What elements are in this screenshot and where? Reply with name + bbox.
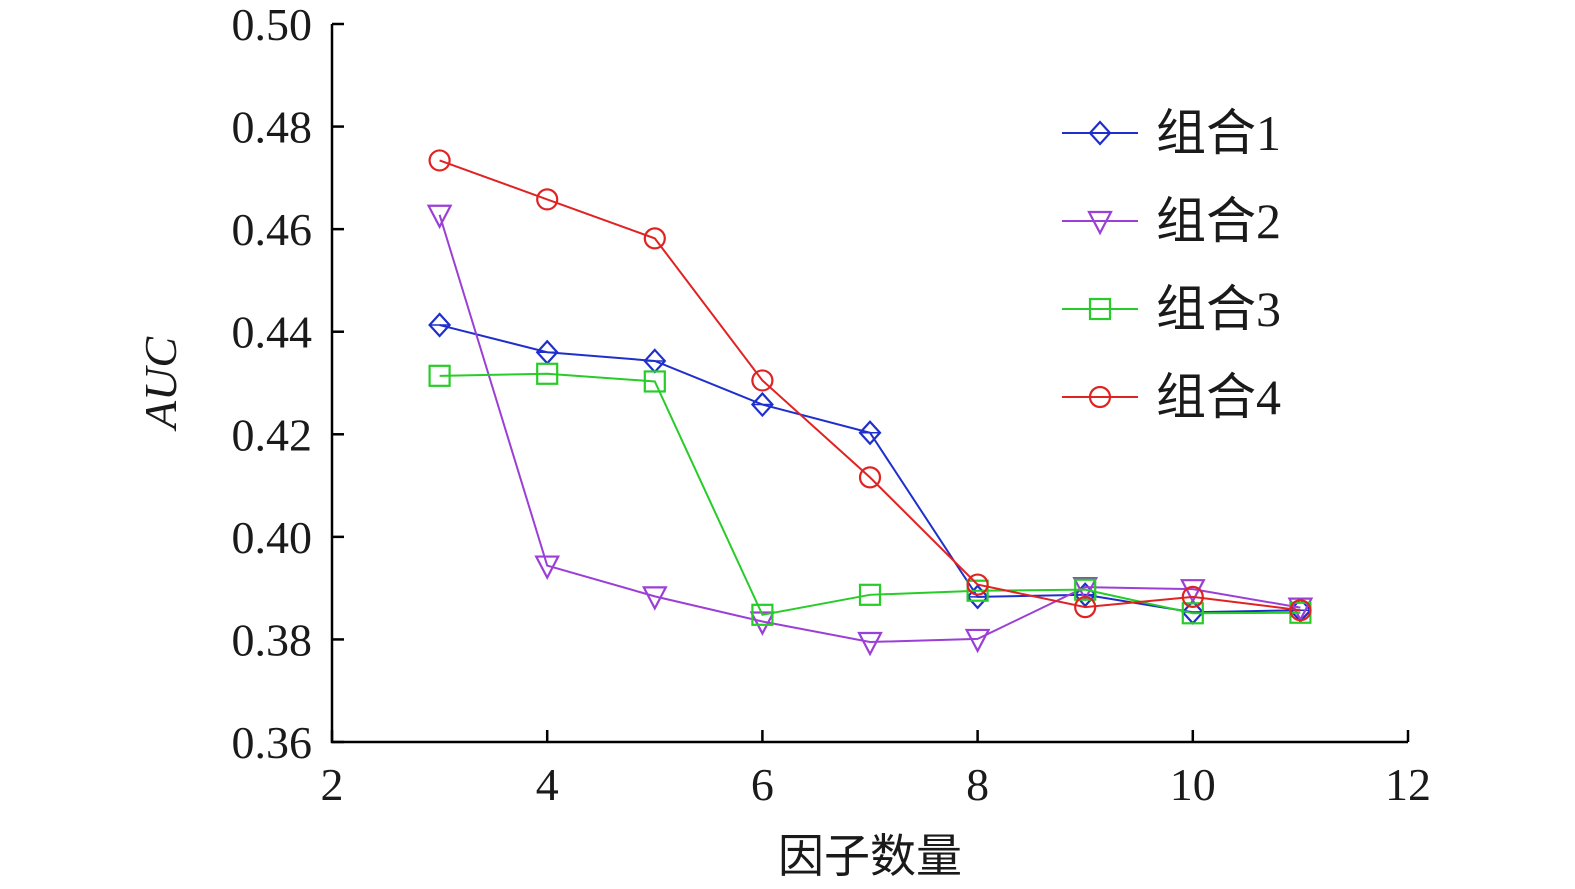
- x-tick-label: 6: [751, 759, 774, 810]
- legend-marker: [1087, 210, 1113, 236]
- legend-entry: 组合1: [1062, 105, 1281, 161]
- x-tick-label: 4: [536, 759, 559, 810]
- y-tick-label: 0.38: [232, 614, 313, 665]
- x-tick-label: 8: [966, 759, 989, 810]
- data-point-marker: [1181, 602, 1204, 625]
- series-2: [426, 204, 1314, 657]
- legend-marker: [1088, 120, 1112, 146]
- legend-label: 组合2: [1156, 193, 1281, 249]
- data-point-marker: [536, 362, 559, 385]
- y-tick-label: 0.50: [232, 0, 313, 50]
- y-tick-label: 0.44: [232, 307, 313, 358]
- legend-entry: 组合2: [1062, 193, 1281, 249]
- data-point-marker: [1181, 585, 1204, 608]
- data-point-marker: [428, 149, 451, 172]
- data-point-marker: [750, 391, 774, 418]
- data-point-marker: [1179, 579, 1206, 604]
- series-1: [428, 312, 1312, 625]
- series-layer: [426, 149, 1314, 657]
- legend-label: 组合3: [1156, 281, 1281, 337]
- y-tick-label: 0.40: [232, 512, 313, 563]
- y-tick-label: 0.42: [232, 409, 313, 460]
- series-line: [439, 159, 1301, 612]
- data-point-marker: [1289, 599, 1312, 622]
- legend-label: 组合1: [1156, 105, 1281, 161]
- legend-entry: 组合3: [1062, 281, 1281, 337]
- data-point-marker: [428, 312, 452, 338]
- series-3: [428, 362, 1312, 626]
- data-point-marker: [643, 227, 666, 250]
- legend: 组合1 组合2 组合3 组合4: [1062, 105, 1281, 425]
- data-point-marker: [426, 204, 453, 230]
- data-point-marker: [641, 586, 668, 611]
- x-tick-label: 12: [1385, 759, 1431, 810]
- series-4: [428, 149, 1312, 622]
- data-point-marker: [964, 628, 991, 654]
- data-point-marker: [1074, 596, 1097, 619]
- x-axis-title: 因子数量: [778, 831, 962, 882]
- x-tick-label: 2: [321, 759, 344, 810]
- data-point-marker: [751, 603, 774, 626]
- data-point-marker: [858, 466, 882, 489]
- y-tick-label: 0.48: [232, 102, 313, 153]
- data-point-marker: [1072, 577, 1099, 602]
- data-point-marker: [857, 631, 883, 657]
- y-tick-label: 0.46: [232, 204, 313, 255]
- legend-marker: [1088, 297, 1112, 321]
- data-point-marker: [428, 364, 451, 387]
- data-point-marker: [966, 579, 989, 602]
- data-point-marker: [1074, 578, 1097, 601]
- x-tick-label: 10: [1170, 759, 1216, 810]
- data-point-marker: [858, 420, 882, 446]
- data-point-marker: [966, 573, 989, 596]
- series-line: [439, 372, 1301, 616]
- axes: 2 4 6 8 10 12 0.36 0.38 0.40 0.42 0.44 0.46 0.48 0.50: [232, 0, 1432, 810]
- data-point-marker: [534, 555, 561, 580]
- data-point-marker: [751, 369, 774, 392]
- data-point-marker: [536, 188, 559, 211]
- series-line: [438, 214, 1301, 643]
- legend-marker: [1088, 385, 1112, 409]
- y-axis-title: AUC: [135, 336, 186, 432]
- legend-entry: 组合4: [1062, 369, 1281, 425]
- legend-label: 组合4: [1156, 369, 1281, 425]
- data-point-marker: [858, 583, 882, 606]
- data-point-marker: [643, 370, 666, 393]
- y-tick-label: 0.36: [232, 717, 313, 768]
